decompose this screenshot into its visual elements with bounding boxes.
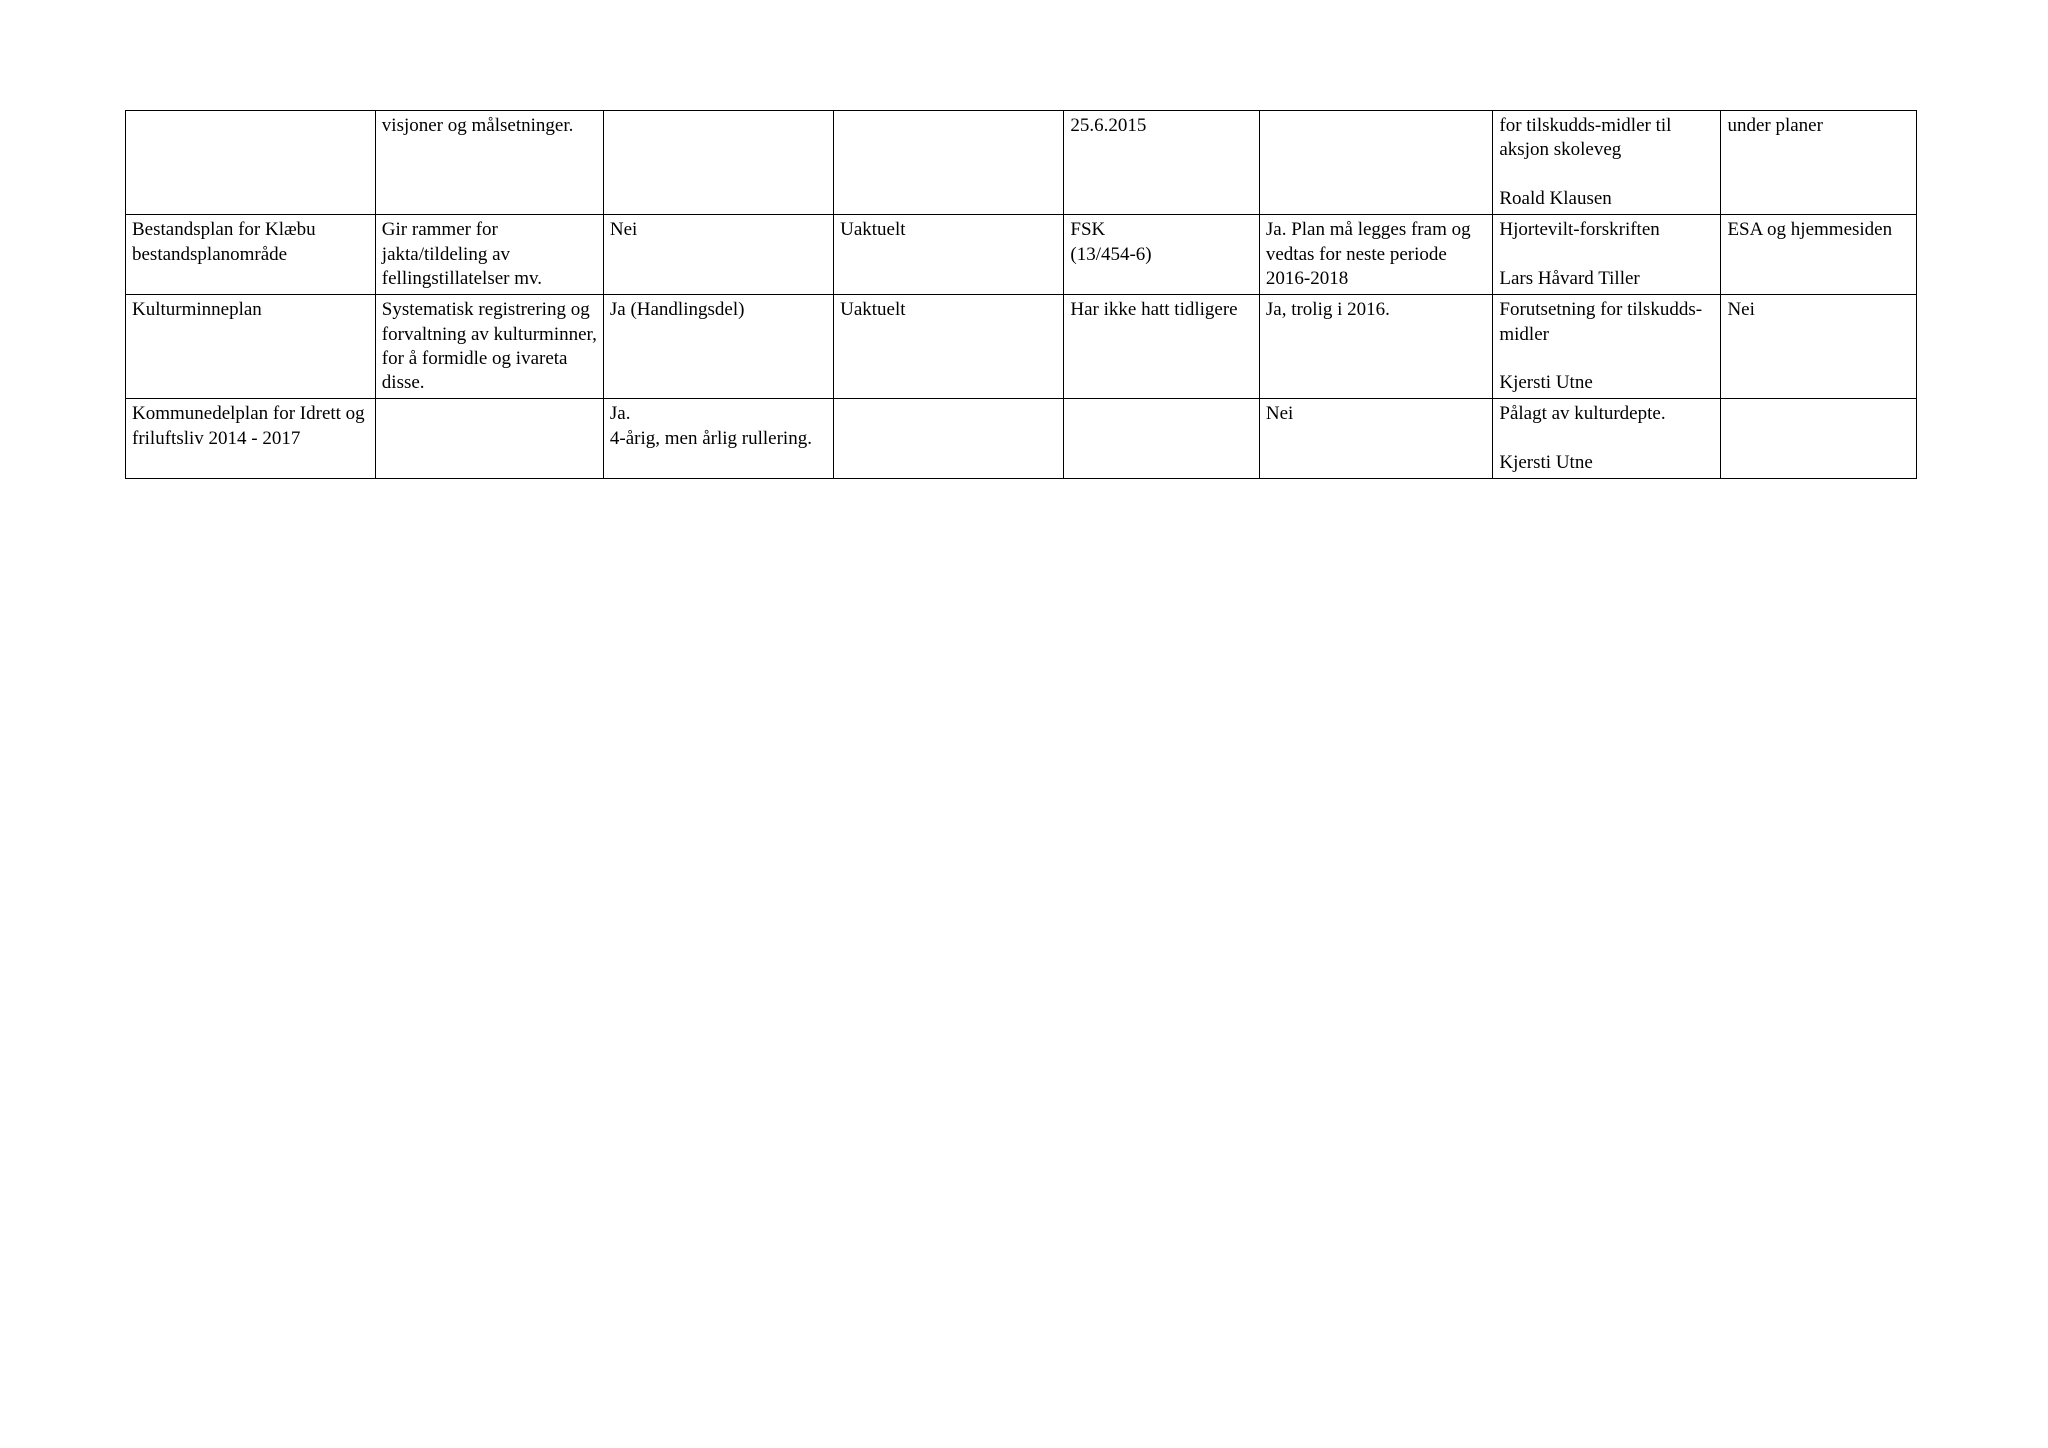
table-cell: under planer xyxy=(1721,111,1917,215)
plan-table: visjoner og målsetninger. 25.6.2015 for ti… xyxy=(125,110,1917,479)
table-cell: Forutsetning for tilskudds-midlerKjersti… xyxy=(1493,295,1721,399)
table-cell xyxy=(375,399,603,479)
table-cell: Pålagt av kulturdepte.Kjersti Utne xyxy=(1493,399,1721,479)
document-page: visjoner og målsetninger. 25.6.2015 for ti… xyxy=(0,0,2048,479)
table-cell: Kulturminneplan xyxy=(126,295,376,399)
table-cell xyxy=(126,111,376,215)
table-cell: Nei xyxy=(603,215,833,295)
table-row: KulturminneplanSystematisk registrering … xyxy=(126,295,1917,399)
table-cell xyxy=(603,111,833,215)
table-cell: Ja.4-årig, men årlig rullering. xyxy=(603,399,833,479)
table-cell: Bestandsplan for Klæbu bestandsplanområd… xyxy=(126,215,376,295)
table-cell: Uaktuelt xyxy=(834,295,1064,399)
table-cell xyxy=(1064,399,1260,479)
table-cell xyxy=(1259,111,1493,215)
table-cell xyxy=(834,111,1064,215)
table-cell: Nei xyxy=(1721,295,1917,399)
table-cell: Gir rammer for jakta/tildeling av fellin… xyxy=(375,215,603,295)
table-cell: Hjortevilt-forskriftenLars Håvard Tiller xyxy=(1493,215,1721,295)
table-row: Kommunedelplan for Idrett og friluftsliv… xyxy=(126,399,1917,479)
table-cell: Systematisk registrering og forvaltning … xyxy=(375,295,603,399)
table-row: visjoner og målsetninger. 25.6.2015 for ti… xyxy=(126,111,1917,215)
table-cell: Ja. Plan må legges fram og vedtas for ne… xyxy=(1259,215,1493,295)
table-cell: ESA og hjemmesiden xyxy=(1721,215,1917,295)
table-cell: for tilskudds-midler til aksjon skoleveg… xyxy=(1493,111,1721,215)
table-row: Bestandsplan for Klæbu bestandsplanområd… xyxy=(126,215,1917,295)
table-cell: FSK(13/454-6) xyxy=(1064,215,1260,295)
table-cell: Ja, trolig i 2016. xyxy=(1259,295,1493,399)
table-cell: Uaktuelt xyxy=(834,215,1064,295)
table-cell xyxy=(834,399,1064,479)
table-cell xyxy=(1721,399,1917,479)
table-cell: visjoner og målsetninger. xyxy=(375,111,603,215)
table-cell: 25.6.2015 xyxy=(1064,111,1260,215)
table-cell: Nei xyxy=(1259,399,1493,479)
table-cell: Kommunedelplan for Idrett og friluftsliv… xyxy=(126,399,376,479)
table-cell: Har ikke hatt tidligere xyxy=(1064,295,1260,399)
table-cell: Ja (Handlingsdel) xyxy=(603,295,833,399)
